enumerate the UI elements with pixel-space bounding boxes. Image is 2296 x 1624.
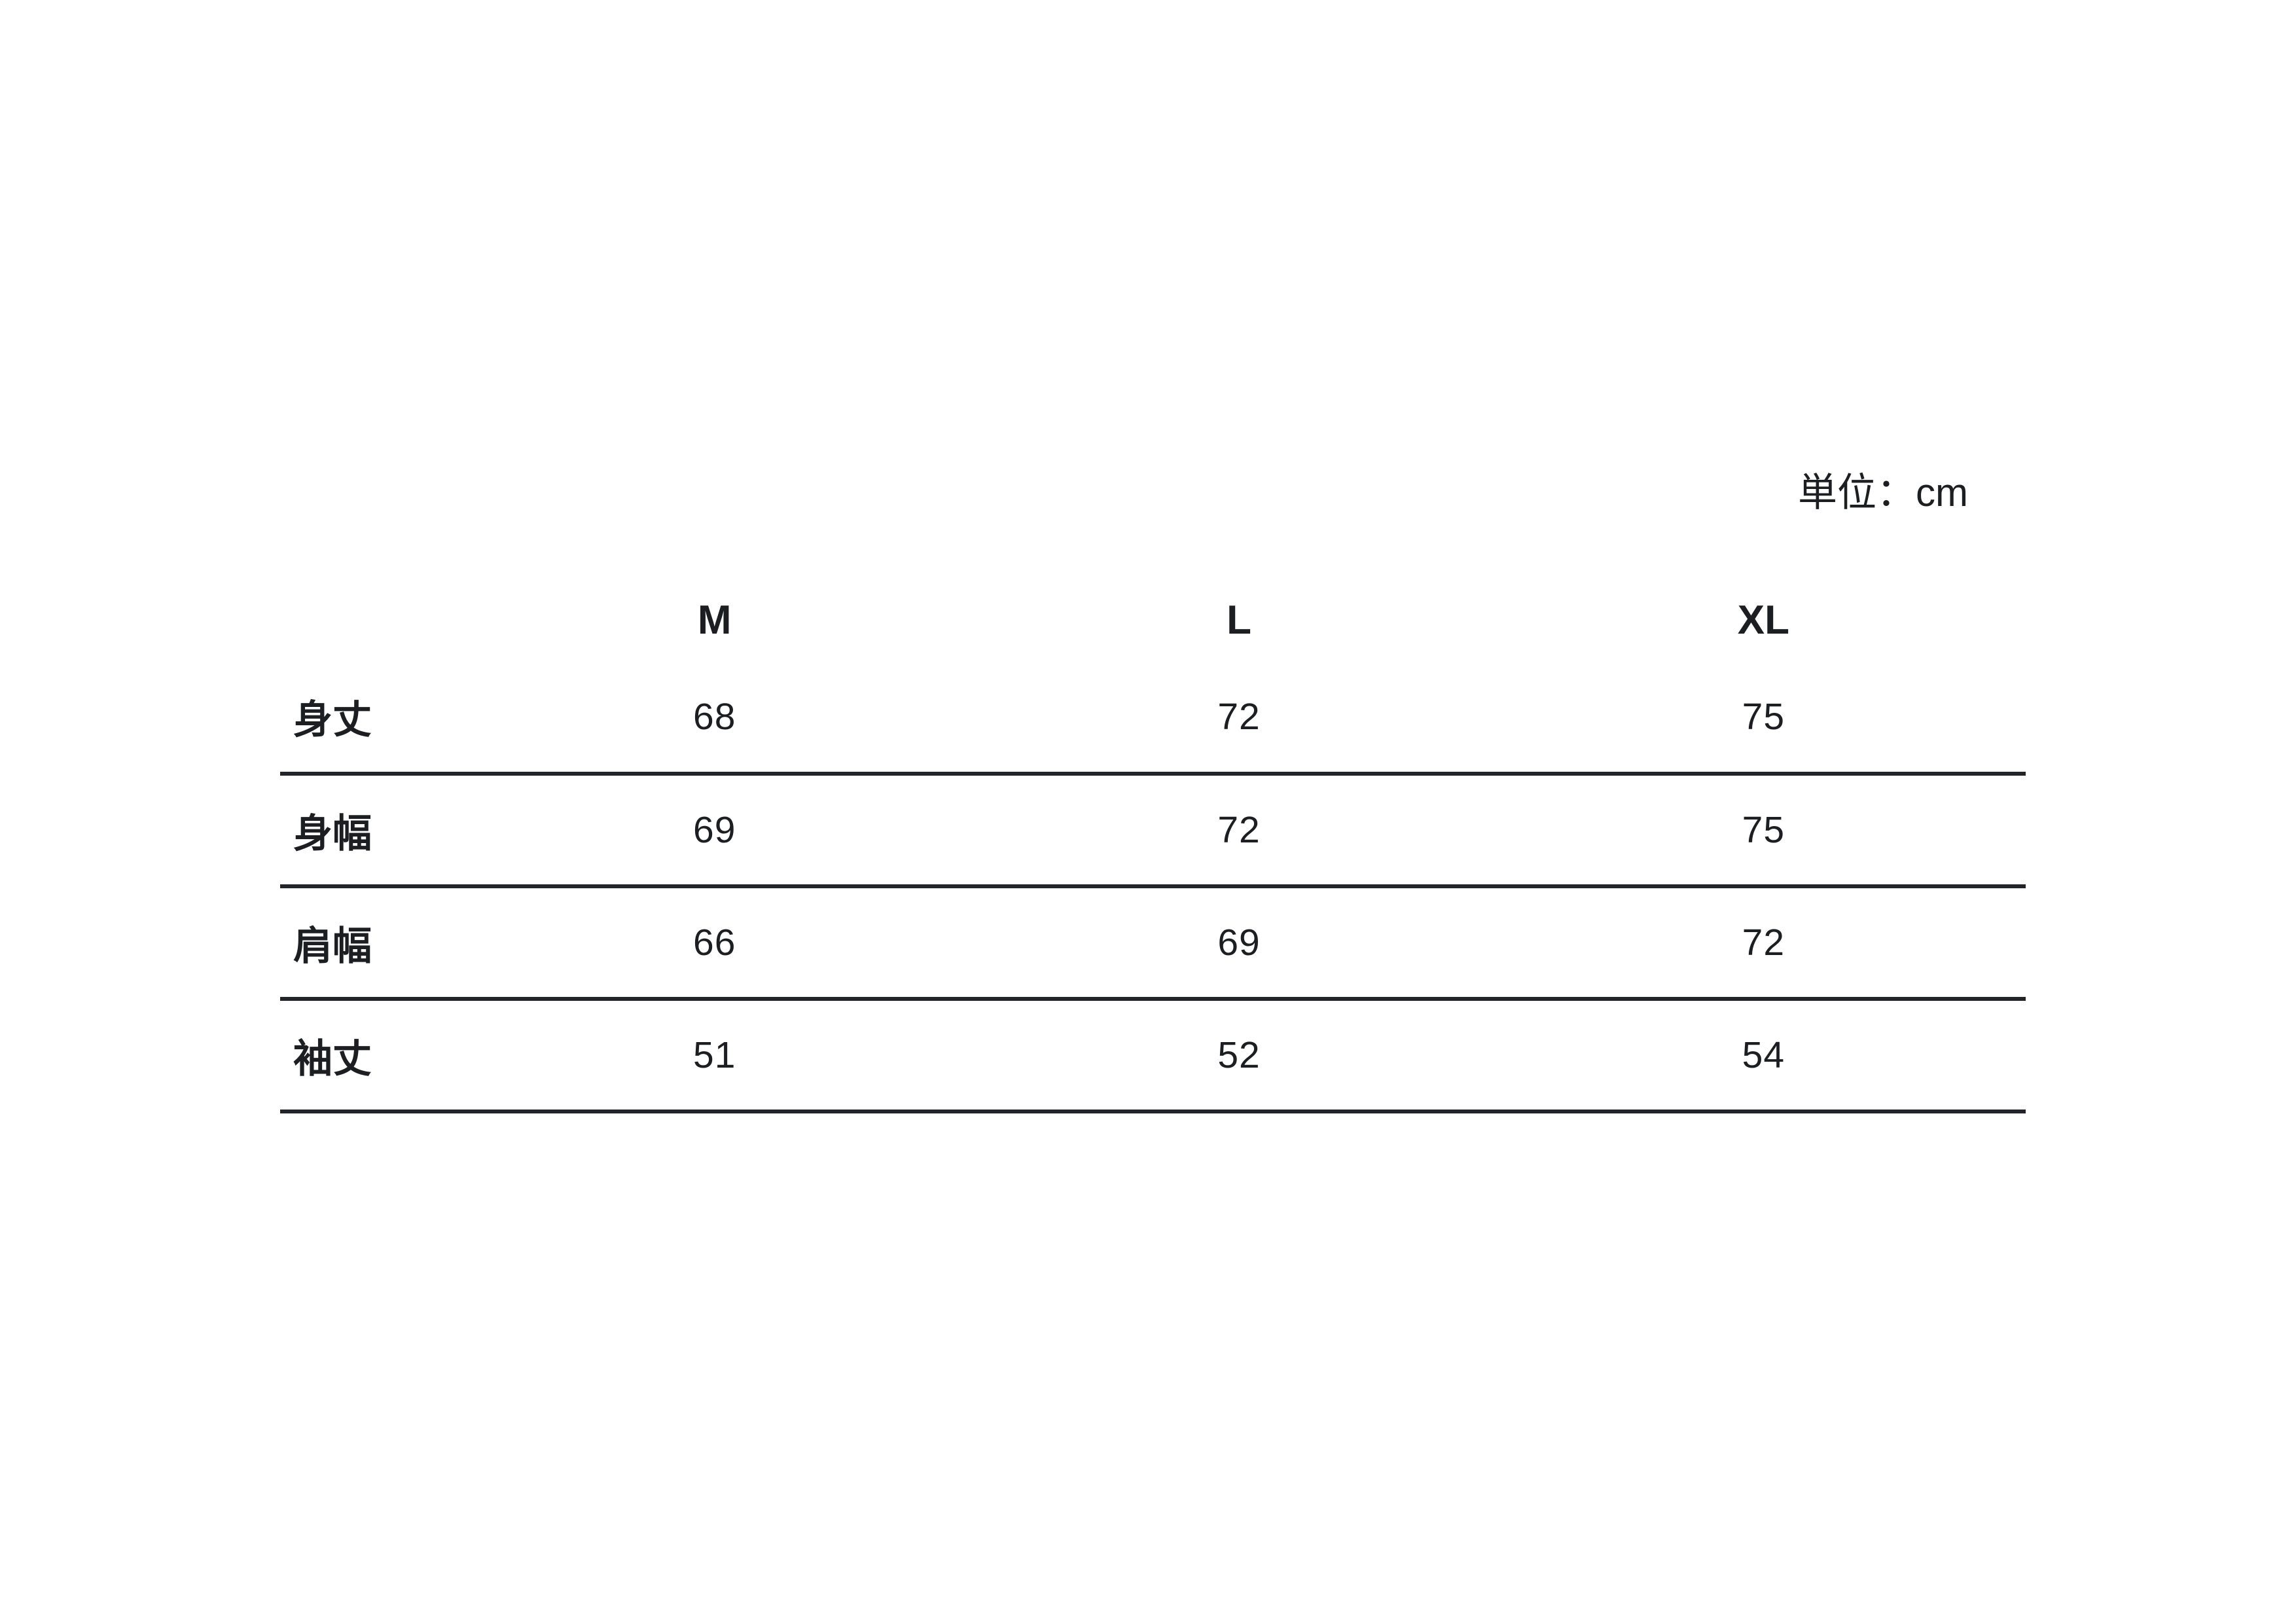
value-sleeve-length-m: 51 bbox=[452, 999, 977, 1113]
row-label-body-length: 身丈 bbox=[280, 661, 453, 776]
corner-cell bbox=[280, 579, 452, 661]
value-shoulder-width-l: 69 bbox=[977, 886, 1501, 1001]
value-shoulder-width-m: 66 bbox=[452, 886, 977, 1001]
column-header-xl: XL bbox=[1737, 598, 1789, 643]
table-row-body-length: 身丈 68 72 75 bbox=[280, 661, 2026, 776]
column-header-m: M bbox=[697, 598, 732, 643]
row-label-body-width: 身幅 bbox=[280, 774, 453, 888]
header-row: M L XL bbox=[280, 579, 2026, 661]
table-row-body-width: 身幅 69 72 75 bbox=[280, 774, 2026, 888]
value-shoulder-width-xl: 72 bbox=[1501, 886, 2026, 1001]
row-label-shoulder-width: 肩幅 bbox=[280, 886, 453, 1001]
value-body-width-m: 69 bbox=[452, 774, 977, 888]
value-body-width-l: 72 bbox=[977, 774, 1501, 888]
column-header-l: L bbox=[1227, 598, 1251, 643]
value-body-width-xl: 75 bbox=[1501, 774, 2026, 888]
row-label-sleeve-length: 袖丈 bbox=[280, 999, 453, 1113]
table-row-sleeve-length: 袖丈 51 52 54 bbox=[280, 999, 2026, 1113]
unit-label: 単位：cm bbox=[1798, 471, 1968, 514]
table-row-shoulder-width: 肩幅 66 69 72 bbox=[280, 886, 2026, 1001]
value-sleeve-length-xl: 54 bbox=[1501, 999, 2026, 1113]
value-sleeve-length-l: 52 bbox=[977, 999, 1501, 1113]
value-body-length-l: 72 bbox=[977, 661, 1501, 776]
value-body-length-xl: 75 bbox=[1501, 661, 2026, 776]
size-chart-table: M L XL 身丈 68 72 75 身幅 69 72 75 肩幅 66 69 … bbox=[280, 579, 2026, 1113]
value-body-length-m: 68 bbox=[452, 661, 977, 776]
